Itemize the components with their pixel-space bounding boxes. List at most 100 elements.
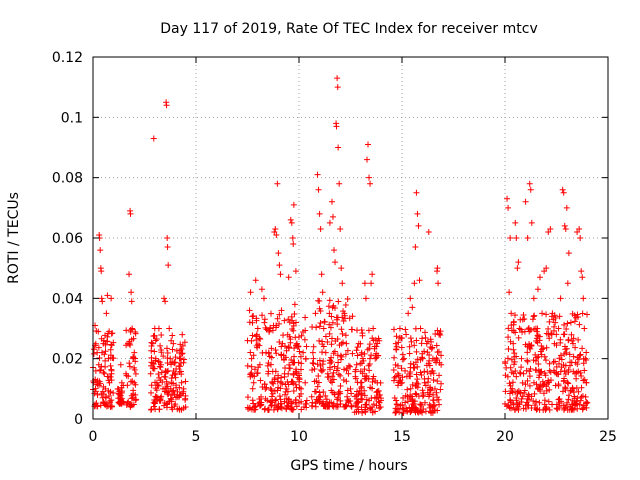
data-point xyxy=(104,333,111,340)
data-point xyxy=(298,398,305,405)
data-point xyxy=(397,380,404,387)
data-point xyxy=(148,406,155,413)
data-point xyxy=(364,346,371,353)
data-point xyxy=(408,407,415,414)
data-point xyxy=(502,360,509,367)
data-point xyxy=(156,397,163,404)
data-point xyxy=(169,392,176,399)
data-point xyxy=(311,378,318,385)
data-point xyxy=(548,330,555,337)
data-point xyxy=(562,371,569,378)
data-point xyxy=(303,343,310,350)
data-point xyxy=(537,274,544,281)
data-point xyxy=(114,385,121,392)
data-point xyxy=(565,380,572,387)
data-point xyxy=(253,337,260,344)
data-point xyxy=(100,391,107,398)
data-point xyxy=(413,189,420,196)
data-point xyxy=(502,388,509,395)
data-point xyxy=(373,354,380,361)
data-point xyxy=(102,363,109,370)
data-point xyxy=(177,341,184,348)
data-point xyxy=(355,340,362,347)
data-point xyxy=(90,346,97,353)
data-point xyxy=(560,331,567,338)
data-point xyxy=(534,385,541,392)
data-point xyxy=(524,377,531,384)
data-point xyxy=(331,247,338,254)
data-point xyxy=(425,393,432,400)
data-point xyxy=(117,361,124,368)
data-point xyxy=(103,310,110,317)
data-point xyxy=(261,319,268,326)
data-point xyxy=(297,353,304,360)
data-point xyxy=(548,313,555,320)
data-point xyxy=(538,351,545,358)
data-point xyxy=(116,391,123,398)
data-point xyxy=(412,359,419,366)
data-point xyxy=(423,340,430,347)
data-point xyxy=(164,383,171,390)
data-point xyxy=(268,345,275,352)
data-point xyxy=(269,390,276,397)
data-point xyxy=(268,387,275,394)
data-point xyxy=(101,351,108,358)
data-point xyxy=(409,304,416,311)
data-point xyxy=(330,350,337,357)
data-point xyxy=(349,350,356,357)
data-point xyxy=(173,347,180,354)
data-point xyxy=(116,390,123,397)
data-point xyxy=(288,219,295,226)
data-point xyxy=(510,340,517,347)
data-point xyxy=(96,378,103,385)
data-point xyxy=(572,344,579,351)
data-point xyxy=(318,368,325,375)
data-point xyxy=(351,409,358,416)
data-point xyxy=(526,328,533,335)
data-point xyxy=(127,328,134,335)
data-point xyxy=(581,376,588,383)
data-point xyxy=(262,395,269,402)
data-point xyxy=(167,355,174,362)
data-point xyxy=(336,388,343,395)
data-point xyxy=(524,357,531,364)
data-point xyxy=(118,379,125,386)
data-point xyxy=(530,313,537,320)
data-point xyxy=(131,364,138,371)
data-point xyxy=(537,348,544,355)
data-point xyxy=(166,325,173,332)
data-point xyxy=(328,313,335,320)
data-point xyxy=(99,394,106,401)
data-point xyxy=(526,393,533,400)
data-point xyxy=(335,298,342,305)
data-point xyxy=(577,397,584,404)
data-point xyxy=(333,314,340,321)
data-point xyxy=(407,385,414,392)
data-point xyxy=(105,402,112,409)
data-point xyxy=(106,328,113,335)
data-point xyxy=(337,356,344,363)
data-point xyxy=(412,409,419,416)
data-point xyxy=(342,332,349,339)
data-point xyxy=(99,298,106,305)
data-point xyxy=(108,341,115,348)
data-point xyxy=(338,326,345,333)
data-point xyxy=(257,402,264,409)
data-point xyxy=(516,369,523,376)
data-point xyxy=(437,332,444,339)
data-point xyxy=(361,280,368,287)
data-point xyxy=(107,346,114,353)
data-point xyxy=(546,386,553,393)
data-point xyxy=(147,370,154,377)
data-point xyxy=(298,390,305,397)
data-point xyxy=(413,371,420,378)
data-point xyxy=(320,358,327,365)
data-point xyxy=(434,265,441,272)
data-point xyxy=(293,369,300,376)
data-point xyxy=(308,393,315,400)
data-point xyxy=(328,335,335,342)
data-point xyxy=(402,367,409,374)
data-point xyxy=(273,231,280,238)
data-point xyxy=(180,359,187,366)
data-point xyxy=(333,367,340,374)
